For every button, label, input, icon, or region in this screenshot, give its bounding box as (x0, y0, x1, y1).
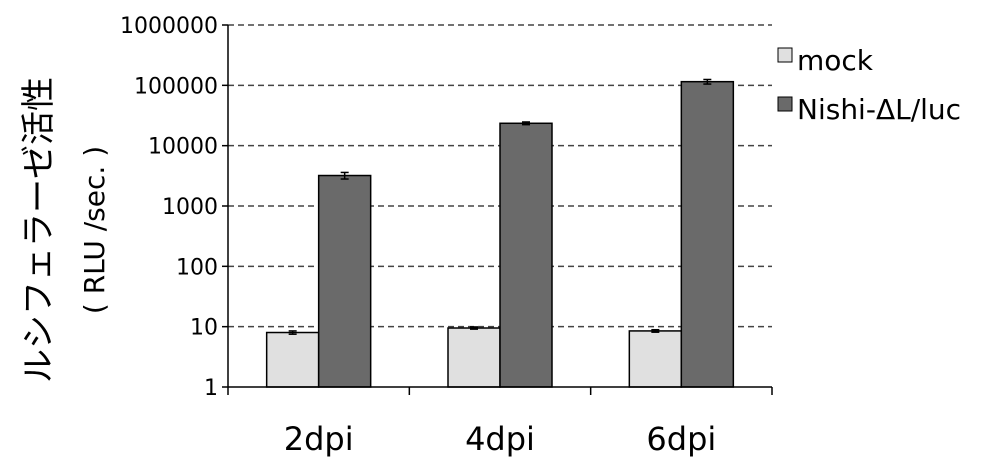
y-tick-label: 10000 (148, 135, 218, 160)
legend-label-mock: mock (797, 44, 874, 77)
bar (265, 331, 320, 388)
y-tick-label: 1000 (162, 195, 218, 220)
y-axis-unit-label: ( RLU /sec. ) (78, 146, 111, 314)
x-category-label: 2dpi (284, 420, 354, 458)
y-tick-labels: 1 10 100 1000 10000 100000 1000000 (120, 14, 218, 401)
legend-label-nishi: Nishi-ΔL/luc (797, 93, 961, 126)
legend-swatch-nishi (777, 96, 793, 112)
bar (628, 330, 683, 388)
x-category-labels: 2dpi 4dpi 6dpi (284, 420, 717, 458)
legend-swatch-mock (777, 47, 793, 63)
y-axis-label: ルシフェラーゼ活性 (19, 77, 59, 383)
bar (499, 122, 553, 388)
bars-group (265, 80, 735, 388)
bar (680, 80, 735, 388)
y-axis-title: ルシフェラーゼ活性 ( RLU /sec. ) (19, 77, 111, 383)
bar (317, 174, 372, 388)
y-tick-label: 100000 (134, 74, 218, 99)
x-category-label: 4dpi (465, 420, 535, 458)
bar (447, 327, 501, 388)
error-bars-group (288, 78, 712, 335)
y-tick-label: 1 (204, 376, 218, 401)
y-tick-label: 100 (176, 255, 218, 280)
y-tick-label: 1000000 (120, 14, 218, 39)
x-category-label: 6dpi (646, 420, 716, 458)
axes-group (222, 24, 773, 395)
legend: mock Nishi-ΔL/luc (777, 44, 961, 126)
y-tick-label: 10 (190, 316, 218, 341)
